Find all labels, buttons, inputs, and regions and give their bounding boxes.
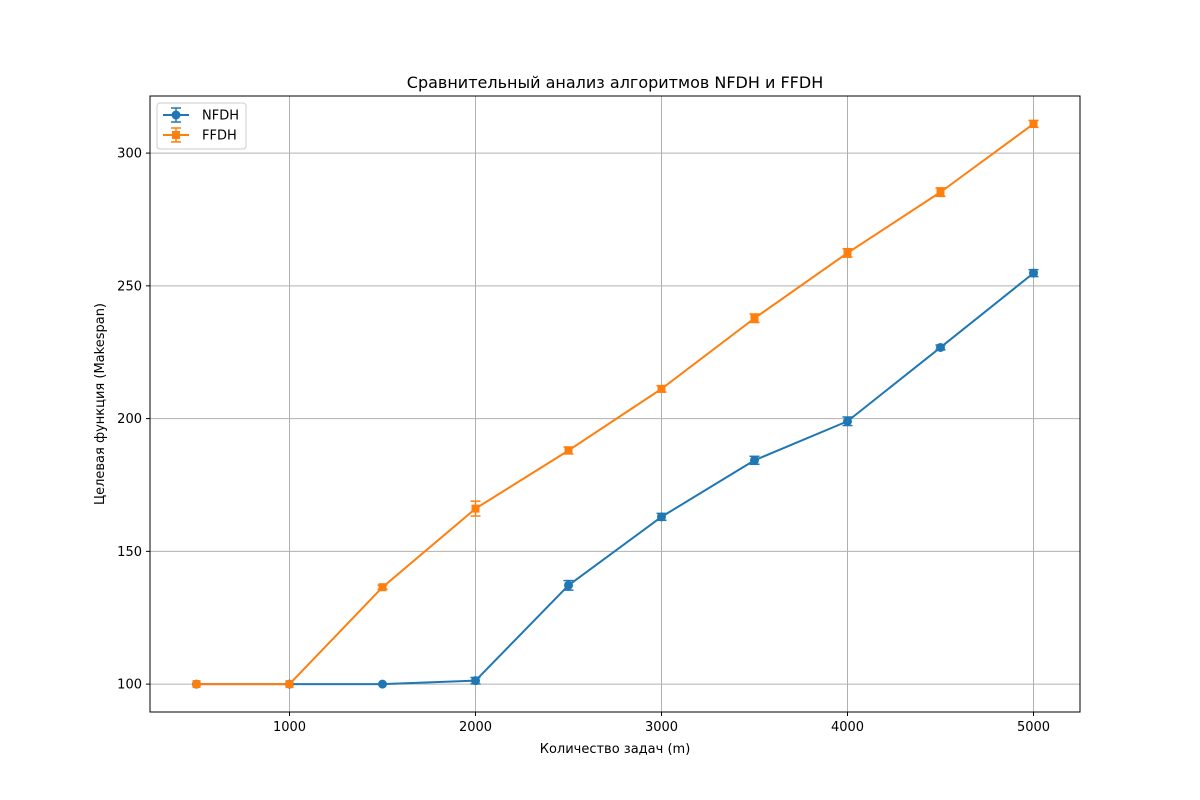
plot-frame: [149, 95, 1081, 713]
nfdh-point: [843, 416, 852, 426]
y-tick-label: 250: [117, 279, 142, 294]
axis-ticks: 1000 2000 3000 4000 5000 100 150 200 250 300: [117, 147, 1050, 735]
nfdh-point: [936, 342, 945, 352]
ffdh-line: [196, 123, 1035, 686]
series-ffdh: [192, 119, 1039, 689]
series-nfdh: [192, 268, 1039, 689]
x-axis-label: Количество задач (m): [540, 742, 691, 757]
ffdh-point: [657, 384, 666, 393]
x-tick-label: 4000: [831, 720, 864, 735]
x-tick-label: 3000: [645, 720, 678, 735]
ffdh-point: [1029, 119, 1038, 128]
legend-item-nfdh: NFDH: [163, 107, 239, 124]
ffdh-point: [564, 446, 573, 455]
ffdh-point: [750, 314, 759, 323]
y-tick-label: 150: [117, 545, 142, 560]
ffdh-point: [192, 680, 201, 689]
series-layer: [192, 119, 1039, 689]
ffdh-point: [378, 583, 387, 592]
y-axis-label: Целевая функция (Makespan): [93, 303, 108, 505]
grid: [150, 96, 1080, 712]
legend-marker-ffdh: [172, 131, 180, 139]
legend-label-nfdh: NFDH: [202, 109, 239, 124]
y-tick-label: 100: [117, 678, 142, 693]
y-tick-label: 200: [117, 412, 142, 427]
legend: NFDH FFDH: [156, 102, 247, 150]
x-tick-label: 5000: [1017, 720, 1050, 735]
y-tick-label: 300: [117, 147, 142, 162]
nfdh-line: [196, 272, 1035, 686]
ffdh-point: [285, 680, 294, 689]
nfdh-point: [564, 580, 573, 590]
chart-title: Сравнительный анализ алгоритмов NFDH и F…: [407, 73, 823, 92]
legend-item-ffdh: FFDH: [163, 127, 237, 144]
nfdh-point: [471, 676, 480, 686]
nfdh-point: [657, 512, 666, 522]
ffdh-point: [936, 188, 945, 197]
nfdh-point: [1029, 268, 1038, 278]
ffdh-point: [843, 248, 852, 257]
legend-marker-nfdh: [171, 110, 181, 120]
nfdh-point: [378, 679, 387, 689]
x-tick-label: 1000: [273, 720, 306, 735]
x-tick-label: 2000: [459, 720, 492, 735]
nfdh-point: [750, 455, 759, 465]
ffdh-point: [471, 504, 480, 513]
legend-label-ffdh: FFDH: [202, 129, 237, 144]
